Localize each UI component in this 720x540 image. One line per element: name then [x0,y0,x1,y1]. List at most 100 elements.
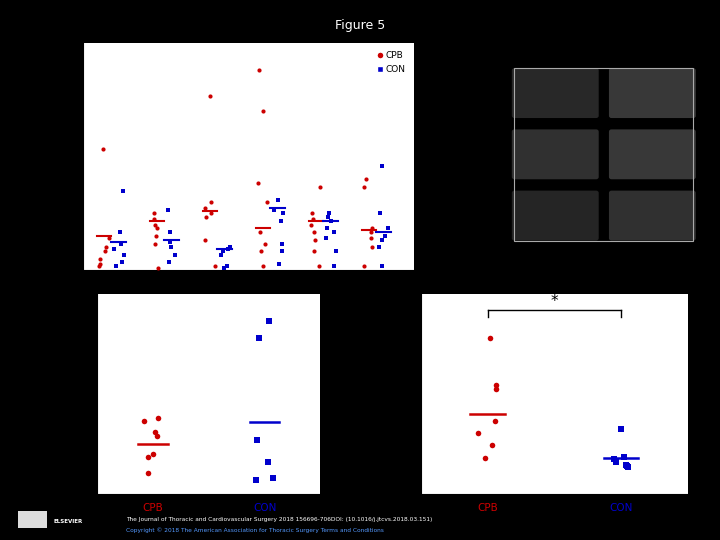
Point [201,213,212,221]
Point [377,235,388,244]
Point [262,458,274,467]
Point [377,162,388,171]
Text: The Journal of Thoracic and Cardiovascular Surgery 2018 156696-706DOI: (10.1016/: The Journal of Thoracic and Cardiovascul… [126,517,433,522]
Point [618,453,630,461]
Point [103,233,114,242]
Point [323,209,335,218]
Point [222,245,234,253]
Point [215,251,226,259]
Text: β-actin: β-actin [473,211,507,220]
Point [148,209,159,218]
FancyBboxPatch shape [512,130,599,179]
Y-axis label: Relative mRNA expression: Relative mRNA expression [54,97,63,217]
Point [374,243,385,252]
Text: C: C [68,481,78,495]
Point [151,224,163,233]
Point [616,424,627,433]
Point [148,215,159,224]
Point [253,334,264,342]
Point [114,228,126,237]
Point [165,237,176,246]
Point [490,384,502,393]
Point [143,452,154,461]
FancyBboxPatch shape [609,68,696,118]
Point [484,334,495,342]
Point [269,205,280,214]
Point [142,468,153,477]
Point [305,220,317,229]
Point [251,435,263,444]
Point [379,232,391,240]
Point [255,228,266,237]
Text: D: D [400,481,411,495]
Point [108,245,120,253]
Point [608,455,620,464]
Point [366,224,378,233]
Point [358,183,369,191]
Point [315,183,326,191]
Point [486,441,498,449]
FancyBboxPatch shape [512,68,599,118]
Point [150,428,161,436]
Point [99,247,111,255]
Point [330,247,342,255]
Point [221,262,233,271]
Point [166,243,177,252]
Point [480,454,491,462]
Text: *: * [551,294,558,309]
Point [150,232,162,240]
Point [209,262,220,271]
Bar [18,511,47,528]
Point [309,235,320,244]
Point [323,213,334,221]
Point [472,429,484,437]
Point [623,463,634,472]
Legend: CPB, CON: CPB, CON [372,48,410,77]
Point [277,209,289,218]
Point [169,251,181,259]
Point [199,235,211,244]
Point [314,262,325,271]
Point [365,228,377,237]
Point [308,228,320,237]
Point [218,264,230,273]
Text: Copyright © 2018 The American Association for Thoracic Surgery Terms and Conditi: Copyright © 2018 The American Associatio… [126,528,384,533]
FancyBboxPatch shape [609,130,696,179]
Point [264,316,275,325]
Point [621,462,633,470]
Point [224,243,235,252]
Point [205,209,217,218]
Point [118,251,130,259]
Point [199,203,211,212]
Point [276,239,288,248]
Point [110,262,122,271]
Point [153,264,164,273]
Point [320,233,332,242]
Point [163,258,174,267]
Point [259,239,271,248]
Point [94,260,106,268]
Point [149,220,161,229]
Point [366,233,377,242]
Point [328,262,339,271]
Text: A: A [68,256,79,271]
Point [261,198,273,206]
Point [321,224,333,233]
Y-axis label: CYP17/β-actin: CYP17/β-actin [380,360,390,428]
Point [94,254,106,263]
Point [306,209,318,218]
Point [117,258,128,267]
Point [620,461,631,469]
Point [374,209,385,218]
Point [359,262,370,271]
Text: ELSEVIER: ELSEVIER [54,518,84,524]
Text: B: B [428,256,439,271]
Point [97,145,109,153]
Point [258,262,269,271]
Point [252,179,264,187]
Point [139,416,150,425]
Point [307,215,318,224]
Point [382,224,393,233]
Point [307,247,319,255]
Point [611,458,622,467]
